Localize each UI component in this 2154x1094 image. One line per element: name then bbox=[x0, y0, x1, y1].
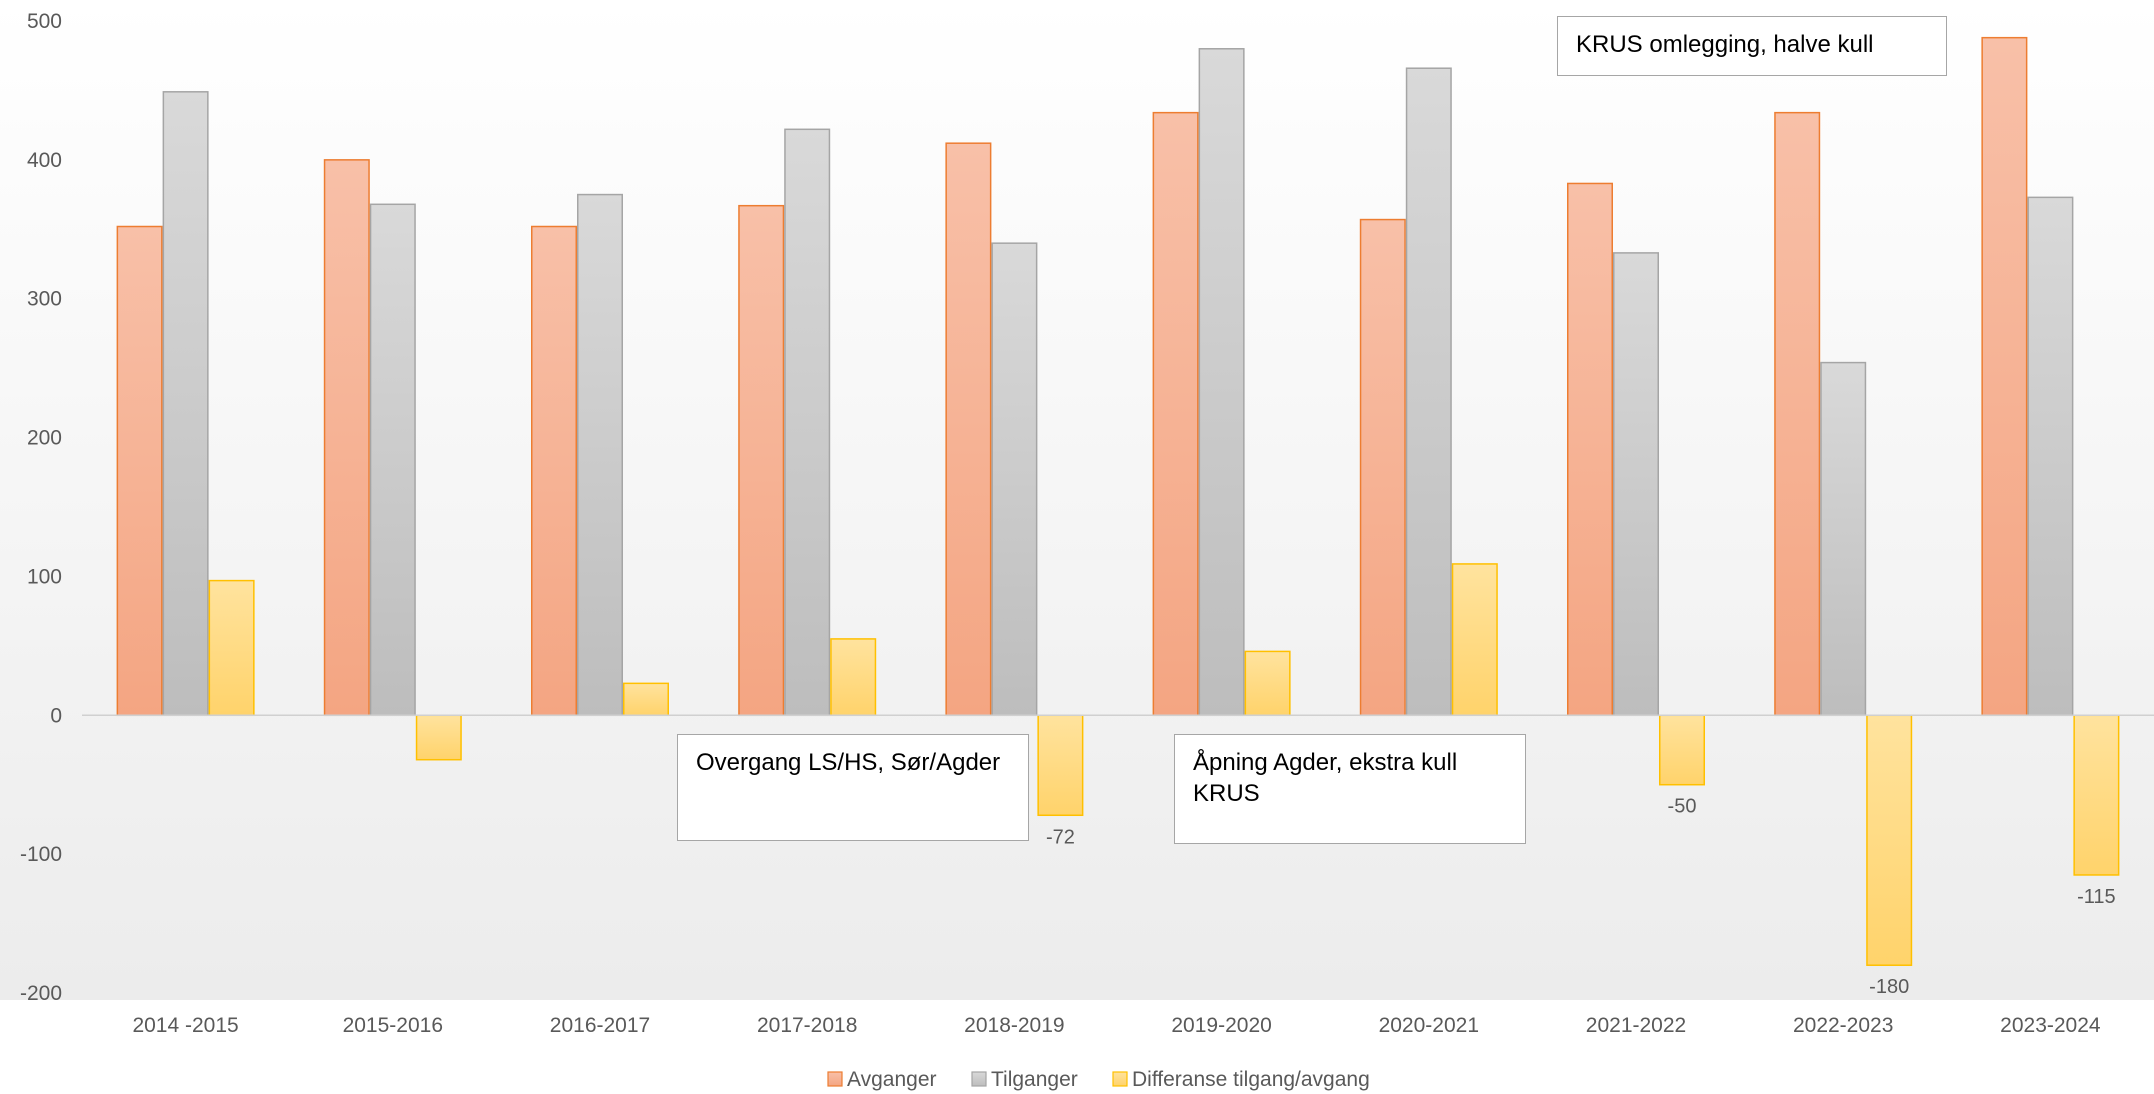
y-tick-label: 200 bbox=[27, 427, 62, 450]
bar-tilganger-7 bbox=[1613, 252, 1659, 717]
y-tick-label: 500 bbox=[27, 10, 62, 33]
data-label: -72 bbox=[1046, 826, 1075, 848]
x-tick-label: 2023-2024 bbox=[2000, 1014, 2101, 1037]
bar-tilganger-0 bbox=[162, 91, 209, 717]
bar-avganger-4 bbox=[945, 142, 992, 717]
y-tick-label: 300 bbox=[27, 288, 62, 311]
bar-avganger-9 bbox=[1981, 36, 2028, 717]
annotation-krus: KRUS omlegging, halve kull bbox=[1557, 16, 1947, 76]
bar-differanse-tilgang-avgang-6 bbox=[1451, 563, 1498, 717]
legend: Avganger Tilganger Differanse tilgang/avga… bbox=[827, 1068, 1370, 1091]
legend-swatch bbox=[971, 1071, 987, 1087]
bar-differanse-tilgang-avgang-9 bbox=[2073, 714, 2120, 876]
bar-differanse-tilgang-avgang-8 bbox=[1866, 714, 1913, 966]
bar-avganger-2 bbox=[531, 225, 577, 717]
bar-tilganger-3 bbox=[784, 128, 831, 717]
bar-tilganger-2 bbox=[577, 193, 623, 717]
bar-avganger-7 bbox=[1567, 182, 1613, 717]
bar-differanse-tilgang-avgang-7 bbox=[1659, 714, 1705, 786]
annotation-overgang: Overgang LS/HS, Sør/Agder bbox=[677, 734, 1029, 841]
bar-avganger-0 bbox=[116, 225, 163, 717]
bar-avganger-3 bbox=[738, 204, 785, 717]
annotation-apning: Åpning Agder, ekstra kull KRUS bbox=[1174, 734, 1526, 844]
legend-swatch bbox=[1112, 1071, 1128, 1087]
x-tick-label: 2016-2017 bbox=[550, 1014, 650, 1037]
x-tick-label: 2018-2019 bbox=[964, 1014, 1064, 1037]
bar-tilganger-8 bbox=[1820, 361, 1867, 717]
y-tick-label: 0 bbox=[50, 704, 62, 727]
bar-avganger-5 bbox=[1152, 111, 1199, 717]
x-axis-ticks: 2014 -2015 2015-2016 2016-2017 2017-2018 201… bbox=[132, 1014, 2100, 1037]
bar-differanse-tilgang-avgang-2 bbox=[623, 682, 669, 717]
data-labels: -72 -50 -180 -115 bbox=[1046, 796, 2116, 999]
y-tick-label: -200 bbox=[20, 982, 62, 1005]
bar-tilganger-6 bbox=[1405, 67, 1452, 717]
bar-tilganger-5 bbox=[1198, 48, 1245, 717]
legend-label: Tilganger bbox=[991, 1068, 1078, 1091]
legend-label: Avganger bbox=[847, 1068, 937, 1091]
x-tick-label: 2021-2022 bbox=[1586, 1014, 1686, 1037]
x-tick-label: 2017-2018 bbox=[757, 1014, 857, 1037]
legend-swatch bbox=[827, 1071, 843, 1087]
bar-differanse-tilgang-avgang-0 bbox=[208, 579, 255, 717]
y-tick-label: 100 bbox=[27, 565, 62, 588]
bar-tilganger-1 bbox=[369, 203, 416, 717]
bar-avganger-8 bbox=[1774, 111, 1821, 717]
x-tick-label: 2020-2021 bbox=[1379, 1014, 1479, 1037]
x-tick-label: 2015-2016 bbox=[343, 1014, 443, 1037]
bar-differanse-tilgang-avgang-1 bbox=[415, 714, 462, 761]
bar-avganger-6 bbox=[1359, 218, 1406, 717]
data-label: -115 bbox=[2077, 886, 2116, 908]
bar-differanse-tilgang-avgang-3 bbox=[830, 638, 877, 717]
y-axis-ticks: -200 -100 0 100 200 300 400 500 bbox=[20, 10, 62, 1005]
bar-tilganger-9 bbox=[2027, 196, 2074, 717]
legend-label: Differanse tilgang/avgang bbox=[1132, 1068, 1370, 1091]
data-label: -180 bbox=[1869, 976, 1909, 998]
bar-avganger-1 bbox=[323, 159, 370, 717]
x-tick-label: 2014 -2015 bbox=[132, 1014, 238, 1037]
bar-tilganger-4 bbox=[991, 242, 1038, 717]
bar-differanse-tilgang-avgang-5 bbox=[1244, 650, 1291, 717]
data-label: -50 bbox=[1668, 796, 1697, 818]
x-tick-label: 2019-2020 bbox=[1171, 1014, 1271, 1037]
y-tick-label: -100 bbox=[20, 843, 62, 866]
bar-differanse-tilgang-avgang-4 bbox=[1037, 714, 1084, 817]
y-tick-label: 400 bbox=[27, 149, 62, 172]
bars bbox=[116, 36, 2120, 966]
x-tick-label: 2022-2023 bbox=[1793, 1014, 1893, 1037]
